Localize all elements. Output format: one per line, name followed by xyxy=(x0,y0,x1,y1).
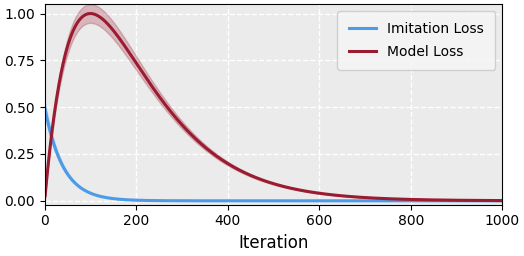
Model Loss xyxy=(244,172,250,175)
Imitation Loss xyxy=(89,192,95,195)
Imitation Loss xyxy=(499,199,506,202)
Imitation Loss xyxy=(227,199,233,202)
X-axis label: Iteration: Iteration xyxy=(238,234,309,252)
Line: Imitation Loss: Imitation Loss xyxy=(45,110,503,201)
Model Loss xyxy=(499,199,506,202)
Model Loss xyxy=(356,196,363,199)
Model Loss xyxy=(227,164,234,167)
Legend: Imitation Loss, Model Loss: Imitation Loss, Model Loss xyxy=(337,11,495,70)
Imitation Loss xyxy=(356,199,362,202)
Imitation Loss xyxy=(243,199,249,202)
Model Loss xyxy=(399,198,405,201)
Model Loss xyxy=(89,12,95,15)
Model Loss xyxy=(88,12,94,15)
Model Loss xyxy=(407,198,413,201)
Imitation Loss xyxy=(398,199,405,202)
Line: Model Loss: Model Loss xyxy=(45,14,503,201)
Imitation Loss xyxy=(407,199,413,202)
Model Loss xyxy=(42,194,48,197)
Imitation Loss xyxy=(42,108,48,111)
